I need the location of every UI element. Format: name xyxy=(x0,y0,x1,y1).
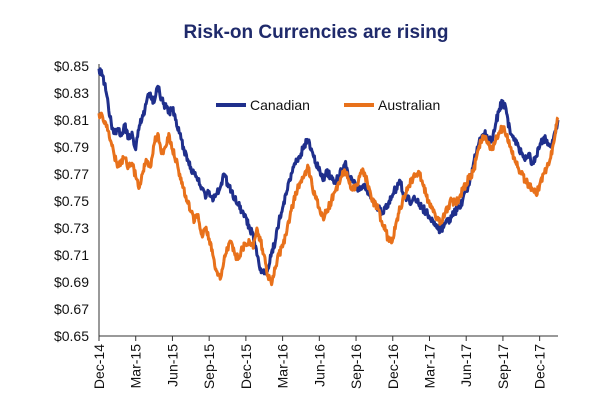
x-tick-label: Mar-17 xyxy=(421,344,437,389)
series-line-australian xyxy=(97,111,560,287)
y-tick-label: $0.77 xyxy=(54,166,89,182)
x-tick-label: Mar-16 xyxy=(275,344,291,389)
y-tick-label: $0.75 xyxy=(54,193,89,209)
legend-label-canadian: Canadian xyxy=(250,97,310,113)
y-tick-label: $0.69 xyxy=(54,274,89,290)
x-tick-label: Dec-14 xyxy=(91,344,107,389)
y-tick-label: $0.81 xyxy=(54,112,89,128)
series-line-canadian xyxy=(97,67,560,276)
y-tick-label: $0.85 xyxy=(54,58,89,74)
x-tick-label: Jun-17 xyxy=(458,344,474,387)
x-axis: Dec-14 Mar-15 Jun-15 Sep-15 Dec-15 Mar-16 Jun-… xyxy=(91,335,558,389)
legend: Canadian Australian xyxy=(216,97,440,113)
x-tick-label: Dec-17 xyxy=(532,344,548,389)
y-tick-label: $0.67 xyxy=(54,301,89,317)
x-tick-label: Dec-16 xyxy=(385,344,401,389)
y-tick-label: $0.79 xyxy=(54,139,89,155)
x-tick-label: Sep-15 xyxy=(201,344,217,389)
x-tick-label: Dec-15 xyxy=(238,344,254,389)
chart-title: Risk-on Currencies are rising xyxy=(183,22,448,43)
series-layer xyxy=(97,67,560,287)
y-tick-label: $0.73 xyxy=(54,220,89,236)
x-tick-label: Jun-15 xyxy=(164,344,180,387)
y-tick-label: $0.83 xyxy=(54,85,89,101)
y-tick-label: $0.71 xyxy=(54,247,89,263)
x-tick-label: Mar-15 xyxy=(128,344,144,389)
y-axis: $0.85 $0.83 $0.81 $0.79 $0.77 $0.75 $0.73 $0.71… xyxy=(54,58,100,344)
x-tick-label: Jun-16 xyxy=(311,344,327,387)
y-tick-label: $0.65 xyxy=(54,328,89,344)
legend-label-australian: Australian xyxy=(378,97,440,113)
x-tick-label: Sep-16 xyxy=(348,344,364,389)
x-tick-label: Sep-17 xyxy=(495,344,511,389)
